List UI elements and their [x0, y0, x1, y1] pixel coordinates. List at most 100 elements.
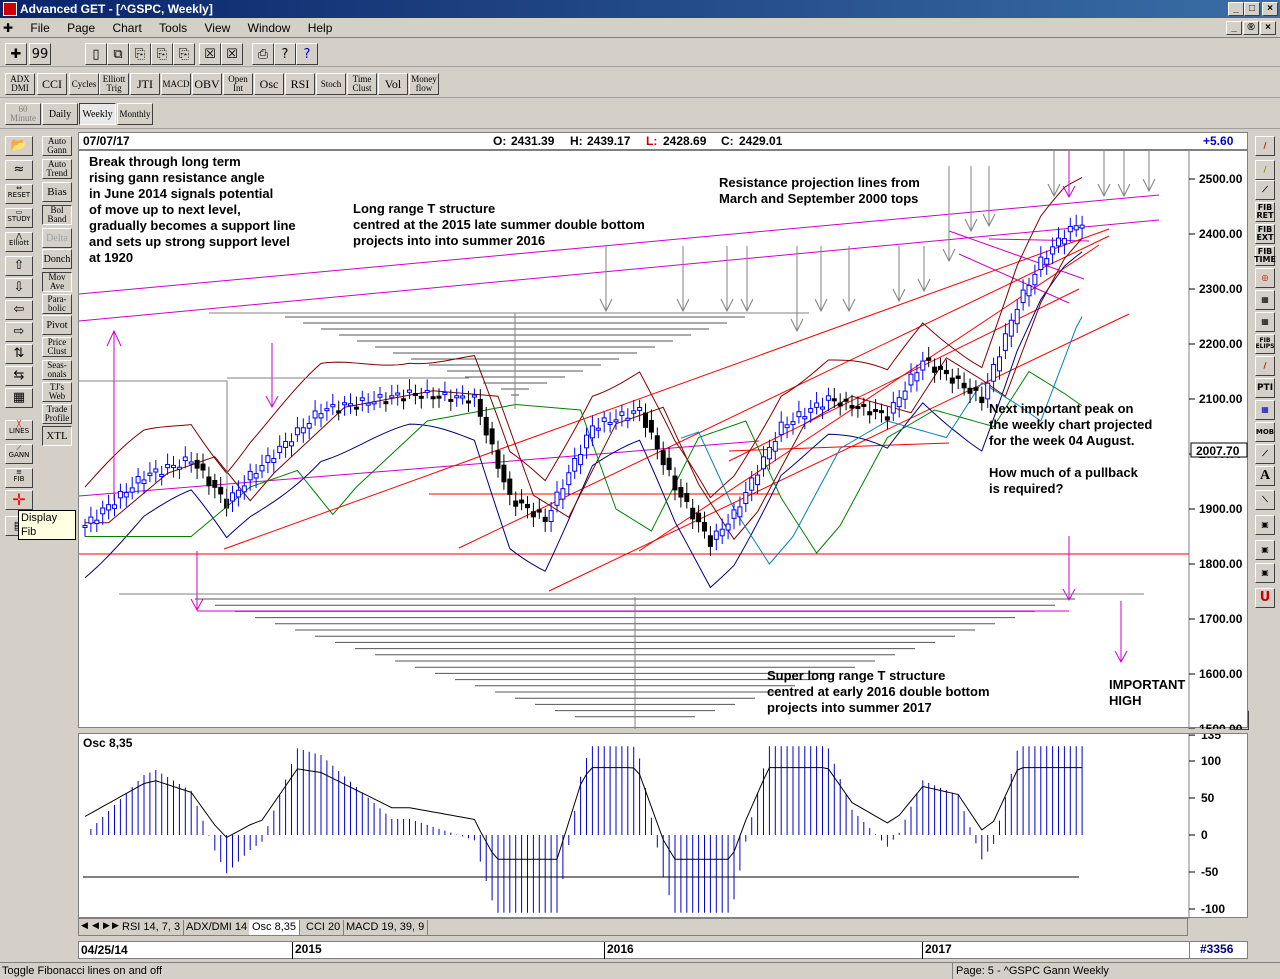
study-obv[interactable]: OBV — [192, 73, 222, 95]
tab-adx-dmi[interactable]: ADX/DMI 14 — [183, 920, 252, 935]
maximize-button[interactable]: □ — [1244, 2, 1260, 16]
crosshair-icon[interactable]: ✚ — [5, 43, 27, 65]
study-money-flow[interactable]: Money flow — [409, 73, 439, 95]
tab-prev-icon[interactable]: ◀ — [92, 920, 99, 930]
tool-xtl[interactable]: XTL — [42, 426, 72, 446]
pti-icon[interactable]: PTI — [1255, 378, 1275, 398]
tool-bias[interactable]: Bias — [42, 182, 72, 202]
draw-line-icon[interactable]: ∕ — [1255, 136, 1275, 156]
study-stoch[interactable]: Stoch — [316, 73, 346, 95]
arrow-down-icon[interactable]: ⇩ — [5, 278, 33, 298]
tab-next-icon[interactable]: ▶ — [103, 920, 110, 930]
tool-seasonals[interactable]: Seas-onals — [42, 360, 72, 380]
study-time-clust[interactable]: Time Clust — [347, 73, 377, 95]
lines-icon[interactable]: ╳ LINES — [5, 420, 33, 440]
child-restore-button[interactable]: ® — [1243, 21, 1259, 35]
price-chart[interactable]: 2500.002400.002300.002200.002100.002000.… — [78, 150, 1248, 736]
tab-macd[interactable]: MACD 19, 39, 9 — [343, 920, 429, 935]
tool-pivot[interactable]: Pivot — [42, 315, 72, 335]
menu-page[interactable]: Page — [67, 21, 96, 35]
tab-first-icon[interactable]: ◀ — [81, 920, 88, 930]
compress-icon[interactable]: ⇆ — [5, 366, 33, 386]
timeframe-monthly[interactable]: Monthly — [117, 103, 153, 125]
tool-tjs-web[interactable]: TJ's Web — [42, 382, 72, 402]
study-cci[interactable]: CCI — [37, 73, 67, 95]
arrow-left-icon[interactable]: ⇦ — [5, 300, 33, 320]
menu-help[interactable]: Help — [307, 21, 333, 35]
copy-page-icon[interactable]: ⧉ — [107, 43, 129, 65]
child-close-button[interactable]: × — [1260, 21, 1276, 35]
timeframe-60-minute[interactable]: 60 Minute — [5, 103, 41, 125]
quote-icon[interactable]: 99 — [29, 43, 51, 65]
arrow-right-icon[interactable]: ⇨ — [5, 322, 33, 342]
menu-view[interactable]: View — [204, 21, 231, 35]
menu-doc-icon[interactable]: ✚ — [3, 21, 14, 35]
grid-icon[interactable]: ☒ — [221, 43, 243, 65]
menu-tools[interactable]: Tools — [159, 21, 188, 35]
trend-icon[interactable]: ⟋ — [1255, 444, 1275, 464]
bars-tool-icon[interactable]: ▣ — [1255, 540, 1275, 560]
tool-mov-ave[interactable]: Mov Ave — [42, 272, 72, 292]
menu-chart[interactable]: Chart — [112, 21, 142, 35]
save-chart-icon[interactable]: ⎘ — [151, 43, 173, 65]
list-tool-icon[interactable]: ▣ — [1255, 563, 1275, 583]
grid-tool-icon[interactable]: ▦ — [5, 388, 33, 408]
tool-parabolic[interactable]: Para-bolic — [42, 294, 72, 314]
timeframe-daily[interactable]: Daily — [42, 103, 78, 125]
fib-circle-icon[interactable]: ◎ — [1255, 268, 1275, 288]
study-macd[interactable]: MACD — [161, 73, 191, 95]
study-vol[interactable]: Vol — [378, 73, 408, 95]
fib-crosshair-icon[interactable]: ✛ — [5, 490, 33, 510]
fib-fan-icon[interactable]: ▦ — [1255, 290, 1275, 310]
print-icon[interactable]: ⎙ — [252, 43, 274, 65]
tool-donch[interactable]: Donch — [42, 249, 72, 269]
menu-window[interactable]: Window — [247, 21, 291, 35]
tool-bol-band[interactable]: Bol Band — [42, 205, 72, 225]
help-icon[interactable]: ? — [274, 43, 296, 65]
gann-icon[interactable]: ⟋ GANN — [5, 444, 33, 464]
reset-icon[interactable]: ⇔ RESET — [5, 184, 33, 204]
study-osc[interactable]: Osc — [254, 73, 284, 95]
oscillator-chart[interactable]: Osc 8,35 135 100 50 0 -50 -100 — [78, 728, 1248, 919]
diagonal-tool-icon[interactable]: ⟍ — [1255, 490, 1275, 510]
export-chart-icon[interactable]: ⎘ — [173, 43, 195, 65]
tool-trade-profile[interactable]: Trade Profile — [42, 404, 72, 424]
fib-retracement-icon[interactable]: FIB RET — [1255, 202, 1275, 222]
tool-auto-gann[interactable]: Auto Gann — [42, 136, 72, 156]
fib-time-icon[interactable]: FIB TIME — [1254, 246, 1276, 266]
context-help-icon[interactable]: ? — [296, 43, 318, 65]
child-minimize-button[interactable]: _ — [1226, 21, 1242, 35]
study-open-int[interactable]: Open Int — [223, 73, 253, 95]
close-button[interactable]: × — [1262, 2, 1278, 16]
tab-osc[interactable]: Osc 8,35 — [249, 920, 301, 935]
open-folder-icon[interactable]: 📂 — [5, 136, 33, 156]
square-tool-icon[interactable]: ▣ — [1255, 515, 1275, 535]
pencil-icon[interactable]: ∕ — [1255, 160, 1275, 180]
tab-rsi[interactable]: RSI 14, 7, 3 — [119, 920, 185, 935]
tool-price-clust[interactable]: Price Clust — [42, 337, 72, 357]
study-icon[interactable]: ▭ STUDY — [5, 208, 33, 228]
chart-tool-icon[interactable]: ⟋ — [1255, 180, 1275, 200]
fib-arc-icon[interactable]: ∕ — [1255, 356, 1275, 376]
fib-ellipse-icon[interactable]: FIB ELIPS — [1255, 334, 1275, 354]
study-elliott-trig[interactable]: Elliott Trig — [99, 73, 129, 95]
fib-grid-icon[interactable]: ▦ — [1255, 312, 1275, 332]
new-page-icon[interactable]: ▯ — [85, 43, 107, 65]
table-icon[interactable]: ▦ — [1255, 400, 1275, 420]
tab-last-icon[interactable]: ▶ — [112, 920, 119, 930]
elliott-icon[interactable]: ⋀ Elliott — [5, 232, 33, 252]
fib-extension-icon[interactable]: FIB EXT — [1255, 224, 1275, 244]
arrow-up-icon[interactable]: ⇧ — [5, 256, 33, 276]
study-rsi[interactable]: RSI — [285, 73, 315, 95]
study-adx-dmi[interactable]: ADX DMI — [5, 73, 35, 95]
tool-delta[interactable]: Delta — [42, 228, 72, 248]
tab-cci[interactable]: CCI 20 — [303, 920, 345, 935]
mob-icon[interactable]: MOB — [1255, 422, 1275, 442]
pattern-icon[interactable]: ≈ — [5, 160, 33, 180]
expand-icon[interactable]: ⇅ — [5, 344, 33, 364]
tool-auto-trend[interactable]: Auto Trend — [42, 159, 72, 179]
fib-icon[interactable]: ≡ FIB — [5, 468, 33, 488]
minimize-button[interactable]: _ — [1228, 2, 1244, 16]
study-cycles[interactable]: Cycles — [69, 73, 99, 95]
open-chart-icon[interactable]: ⎘ — [129, 43, 151, 65]
